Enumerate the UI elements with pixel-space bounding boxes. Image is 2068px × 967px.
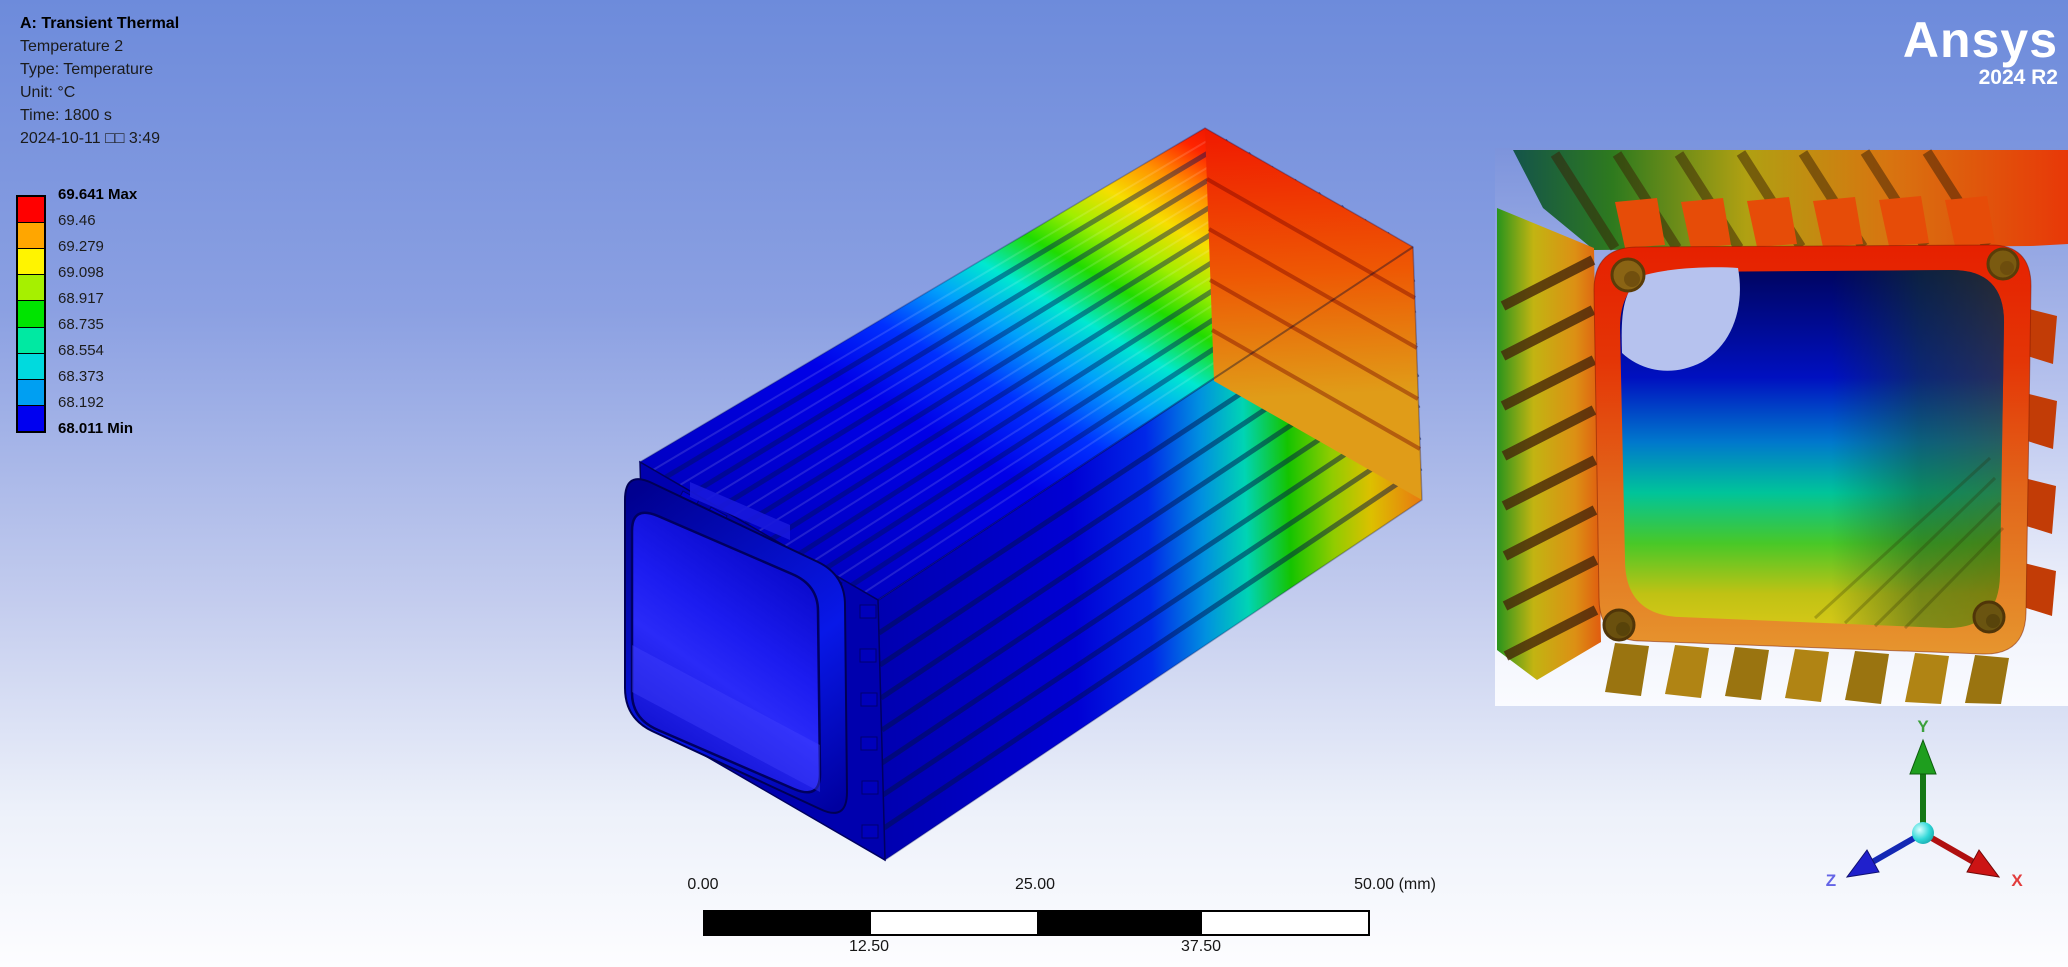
cavity-fin-ripples <box>1813 456 2005 630</box>
legend-band <box>18 405 44 431</box>
main-viewport[interactable] <box>590 100 1470 870</box>
end-cap-grooves <box>1206 177 1421 451</box>
orientation-triad[interactable]: Y X Z <box>1795 706 2068 967</box>
ruler-label-25mm: 25.00 <box>1014 876 1056 893</box>
y-axis-arrow <box>1909 738 1937 833</box>
legend-band <box>18 353 44 380</box>
legend-band <box>18 327 44 354</box>
result-date: 2024-10-11 □□ 3:49 <box>20 130 161 147</box>
triad-axes: Y X Z <box>1826 717 2024 890</box>
ruler-label-12.5mm: 12.50 <box>848 938 890 955</box>
legend-value: 68.917 <box>58 290 104 307</box>
legend-value: 68.373 <box>58 368 104 385</box>
heatsink-model <box>624 127 1423 862</box>
heatsink-isometric-view <box>624 127 1423 862</box>
result-time: Time: 1800 s <box>20 107 112 124</box>
legend-value: 68.011 Min <box>58 420 134 437</box>
left-fin-region <box>1497 208 1601 680</box>
ansys-brand-text: Ansys <box>1902 12 2058 68</box>
ridge-edge <box>877 246 1414 601</box>
plate-sheen <box>632 645 820 792</box>
result-annotation: A: Transient Thermal Temperature 2 Type:… <box>20 12 179 150</box>
scale-ruler-bar <box>703 910 1370 936</box>
heatsink-end-cap <box>1205 128 1422 500</box>
legend-value: 68.554 <box>58 342 104 359</box>
section-inset-viewport[interactable] <box>1495 148 2068 706</box>
ruler-label-37.5mm: 37.50 <box>1180 938 1222 955</box>
heatsink-end-section-view <box>1495 148 2068 706</box>
ansys-logo: Ansys 2024 R2 <box>1903 14 2058 90</box>
legend-value: 68.192 <box>58 394 104 411</box>
ruler-segment <box>705 912 871 934</box>
ruler-label-50mm: 50.00 (mm) <box>1354 876 1436 893</box>
section-model <box>1497 149 2068 704</box>
result-unit: Unit: °C <box>20 84 76 101</box>
legend-value: 69.46 <box>58 212 96 229</box>
bolt-holes <box>1602 247 2020 642</box>
top-fin-teeth <box>1615 196 1995 248</box>
z-axis-label: Z <box>1826 871 1836 890</box>
bottom-fin-teeth <box>1605 643 2009 704</box>
left-fin-shadows <box>1500 255 1599 661</box>
legend-color-bar <box>16 195 46 433</box>
x-axis-label: X <box>2011 871 2023 890</box>
ansys-version-text: 2024 R2 <box>1978 66 2058 89</box>
legend-band <box>18 379 44 406</box>
through-hole <box>1621 267 1740 371</box>
analysis-title: A: Transient Thermal <box>20 15 180 32</box>
legend-band <box>18 197 44 224</box>
legend-band <box>18 301 44 328</box>
front-fin-teeth-side <box>859 604 879 839</box>
y-axis-label: Y <box>1917 717 1929 736</box>
z-axis-arrow <box>1845 830 1925 878</box>
legend-labels: 69.641 Max 69.46 69.279 69.098 68.917 68.735 6… <box>58 182 137 442</box>
legend-value: 69.279 <box>58 238 104 255</box>
ruler-segment <box>870 912 1037 934</box>
right-fin-teeth <box>2020 308 2057 616</box>
x-axis-arrow <box>1921 830 2001 878</box>
front-cover-plate <box>630 511 822 794</box>
legend-band <box>18 223 44 250</box>
ruler-segment <box>1202 912 1368 934</box>
triad-origin-sphere <box>1912 822 1934 844</box>
top-fin-highlights <box>652 134 1402 593</box>
legend-band <box>18 249 44 276</box>
legend-value: 69.098 <box>58 264 104 281</box>
ruler-segment <box>1036 912 1203 934</box>
legend-value: 68.735 <box>58 316 104 333</box>
ruler-label-0mm: 0.00 <box>687 876 719 893</box>
legend-band <box>18 275 44 302</box>
cavity-olive-shade <box>1620 269 2005 629</box>
legend-value: 69.641 Max <box>58 186 138 203</box>
result-type: Type: Temperature <box>20 61 154 78</box>
flange-top-tab <box>690 482 790 540</box>
result-name: Temperature 2 <box>20 38 124 55</box>
